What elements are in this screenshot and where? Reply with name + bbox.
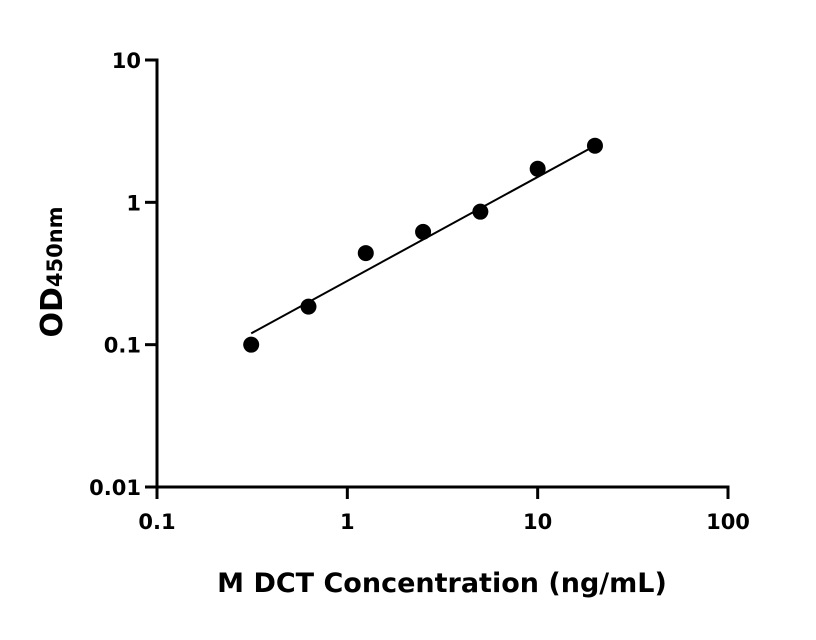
y-tick-label: 0.1 — [104, 334, 141, 358]
data-point — [243, 336, 260, 353]
data-point — [357, 245, 374, 262]
y-axis-label-main: OD — [35, 287, 70, 337]
x-tick-label: 100 — [706, 510, 750, 534]
x-tick-label: 10 — [523, 510, 552, 534]
y-axis-label: OD450nm — [35, 206, 70, 337]
data-point — [300, 298, 317, 315]
y-tick-label: 10 — [112, 49, 141, 73]
x-axis-label: M DCT Concentration (ng/mL) — [217, 568, 667, 599]
x-tick-label: 1 — [340, 510, 355, 534]
y-tick-label: 1 — [126, 191, 141, 215]
x-tick-label: 0.1 — [138, 510, 175, 534]
y-axis-label-sub: 450nm — [43, 206, 67, 287]
data-point — [586, 137, 603, 154]
data-point — [415, 223, 432, 240]
data-point — [472, 203, 489, 220]
data-point — [529, 160, 546, 177]
y-tick-label: 0.01 — [89, 476, 141, 500]
